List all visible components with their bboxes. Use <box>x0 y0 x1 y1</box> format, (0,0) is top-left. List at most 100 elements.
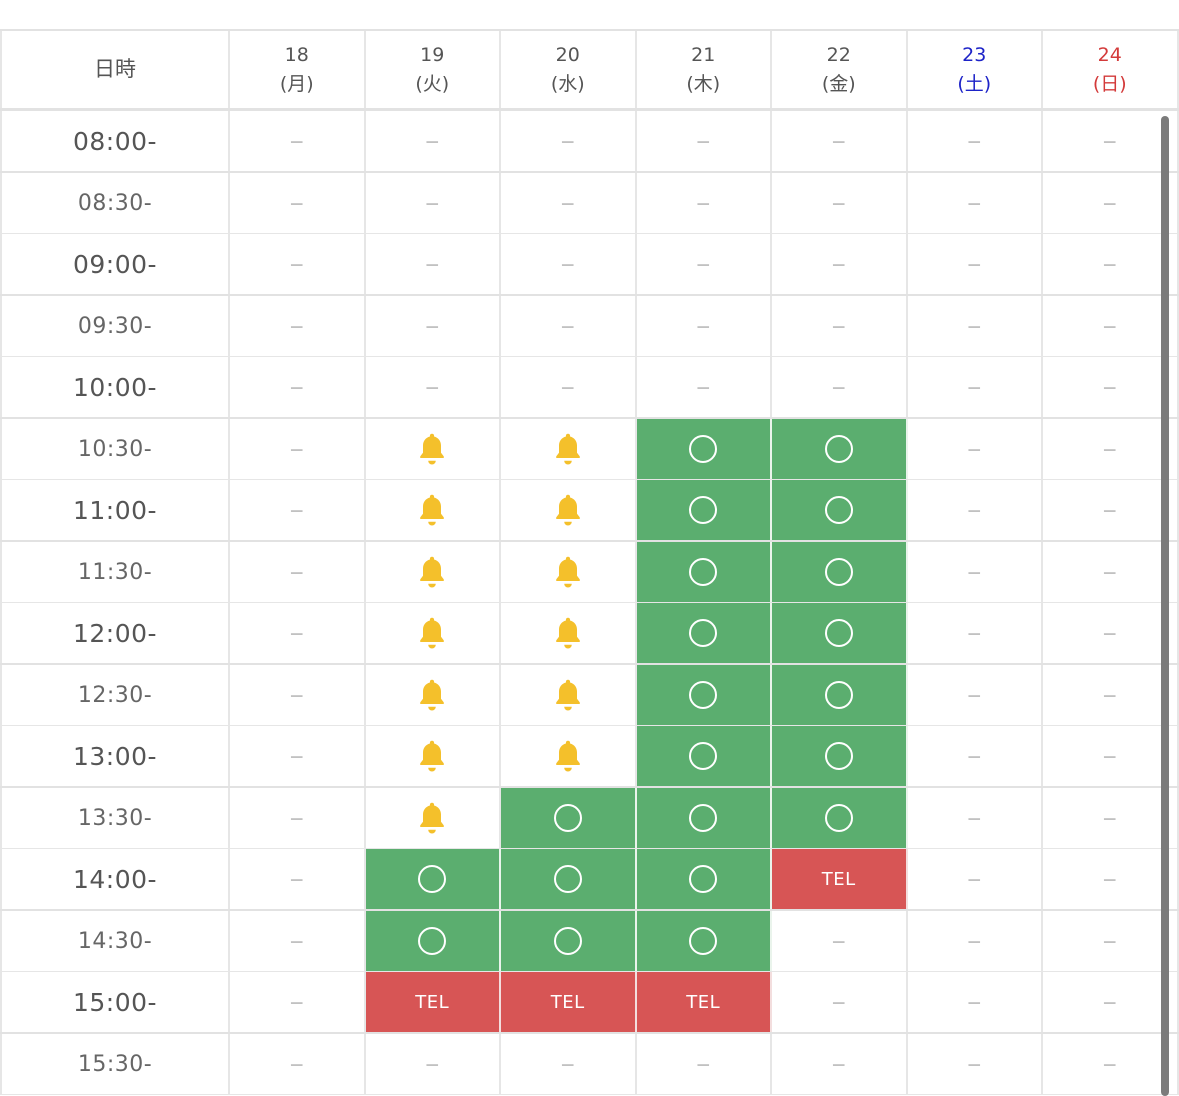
slot-unavailable: － <box>772 1034 908 1094</box>
slot-unavailable: － <box>772 911 908 971</box>
day-header-22: 22 (金) <box>772 31 908 108</box>
slot-waitlist[interactable] <box>365 542 501 602</box>
slot-tel[interactable]: TEL <box>501 972 637 1032</box>
circle-icon <box>689 927 718 955</box>
dash-mark: － <box>966 748 983 767</box>
slot-available[interactable] <box>772 726 908 786</box>
slot-waitlist[interactable] <box>501 603 637 663</box>
bell-icon <box>415 492 449 528</box>
day-header-18: 18 (月) <box>230 31 366 108</box>
slot-tel[interactable]: TEL <box>636 972 772 1032</box>
slot-waitlist[interactable] <box>501 726 637 786</box>
slot-waitlist[interactable] <box>365 603 501 663</box>
time-label: 11:30- <box>77 559 153 585</box>
slot-available[interactable] <box>772 665 908 725</box>
slot-available[interactable] <box>501 849 637 909</box>
time-row: 13:30- － － － <box>0 788 1179 849</box>
dash-mark: － <box>695 318 712 337</box>
slot-unavailable: － <box>1043 726 1179 786</box>
dash-mark: － <box>830 994 847 1013</box>
slot-available[interactable] <box>636 849 772 909</box>
slot-unavailable: － <box>230 726 366 786</box>
slot-available[interactable] <box>636 480 772 540</box>
slot-waitlist[interactable] <box>365 726 501 786</box>
dash-mark: － <box>1101 994 1118 1013</box>
slot-unavailable: － <box>501 296 637 356</box>
dash-mark: － <box>830 195 847 214</box>
slot-waitlist[interactable] <box>501 665 637 725</box>
slot-unavailable: － <box>772 234 908 294</box>
slot-available[interactable] <box>772 603 908 663</box>
slot-unavailable: － <box>636 234 772 294</box>
slot-available[interactable] <box>772 542 908 602</box>
slot-available[interactable] <box>636 542 772 602</box>
dash-mark: － <box>288 564 305 583</box>
slot-unavailable: － <box>907 788 1043 848</box>
circle-icon <box>689 435 718 463</box>
slot-waitlist[interactable] <box>365 665 501 725</box>
day-weekday: (金) <box>821 72 856 95</box>
slot-available[interactable] <box>772 419 908 479</box>
time-cell: 15:00- <box>0 972 230 1032</box>
calendar-header-row: 日時 18 (月) 19 (火) 20 (水) 21 (木) 22 (金) 23 (土) 24 (日) <box>0 29 1179 111</box>
slot-unavailable: － <box>1043 603 1179 663</box>
slot-available[interactable] <box>501 911 637 971</box>
slot-available[interactable] <box>636 726 772 786</box>
bell-icon <box>551 431 585 467</box>
slot-waitlist[interactable] <box>365 480 501 540</box>
slot-available[interactable] <box>365 911 501 971</box>
dash-mark: － <box>1101 933 1118 952</box>
dash-mark: － <box>966 133 983 152</box>
circle-icon <box>689 619 718 647</box>
slot-unavailable: － <box>907 542 1043 602</box>
time-label: 13:00- <box>72 741 158 771</box>
slot-available[interactable] <box>636 419 772 479</box>
slot-waitlist[interactable] <box>501 542 637 602</box>
slot-unavailable: － <box>636 357 772 417</box>
circle-icon <box>689 804 718 832</box>
bell-icon <box>551 554 585 590</box>
slot-tel[interactable]: TEL <box>772 849 908 909</box>
dash-mark: － <box>1101 871 1118 890</box>
dash-mark: － <box>288 933 305 952</box>
dash-mark: － <box>424 133 441 152</box>
dash-mark: － <box>424 256 441 275</box>
time-label: 15:00- <box>72 987 158 1017</box>
slot-available[interactable] <box>772 788 908 848</box>
time-label: 11:00- <box>72 495 158 525</box>
slot-unavailable: － <box>230 111 366 171</box>
reservation-calendar: 日時 18 (月) 19 (火) 20 (水) 21 (木) 22 (金) 23 (土) 24 (日) 0… <box>0 29 1179 1095</box>
bell-icon <box>415 615 449 651</box>
slot-tel[interactable]: TEL <box>365 972 501 1032</box>
time-row: 09:00- － － － － － － － <box>0 234 1179 296</box>
slot-waitlist[interactable] <box>365 788 501 848</box>
time-label: 10:30- <box>77 436 153 462</box>
slot-waitlist[interactable] <box>501 419 637 479</box>
slot-available[interactable] <box>636 788 772 848</box>
slot-available[interactable] <box>636 665 772 725</box>
dash-mark: － <box>424 318 441 337</box>
day-header-23: 23 (土) <box>907 31 1043 108</box>
time-label: 10:00- <box>72 372 158 402</box>
day-date: 19 <box>420 43 445 66</box>
slot-unavailable: － <box>230 357 366 417</box>
slot-available[interactable] <box>636 603 772 663</box>
dash-mark: － <box>1101 1056 1118 1075</box>
time-row: 13:00- － － － <box>0 726 1179 788</box>
dash-mark: － <box>1101 810 1118 829</box>
slot-unavailable: － <box>907 419 1043 479</box>
slot-unavailable: － <box>1043 111 1179 171</box>
slot-unavailable: － <box>501 173 637 233</box>
slot-available[interactable] <box>772 480 908 540</box>
time-cell: 12:30- <box>0 665 230 725</box>
vertical-scrollbar[interactable] <box>1161 116 1169 1096</box>
slot-unavailable: － <box>907 972 1043 1032</box>
dash-mark: － <box>695 133 712 152</box>
slot-available[interactable] <box>501 788 637 848</box>
time-row: 11:00- － － － <box>0 480 1179 542</box>
slot-available[interactable] <box>636 911 772 971</box>
slot-waitlist[interactable] <box>501 480 637 540</box>
slot-waitlist[interactable] <box>365 419 501 479</box>
slot-available[interactable] <box>365 849 501 909</box>
bell-icon <box>415 738 449 774</box>
